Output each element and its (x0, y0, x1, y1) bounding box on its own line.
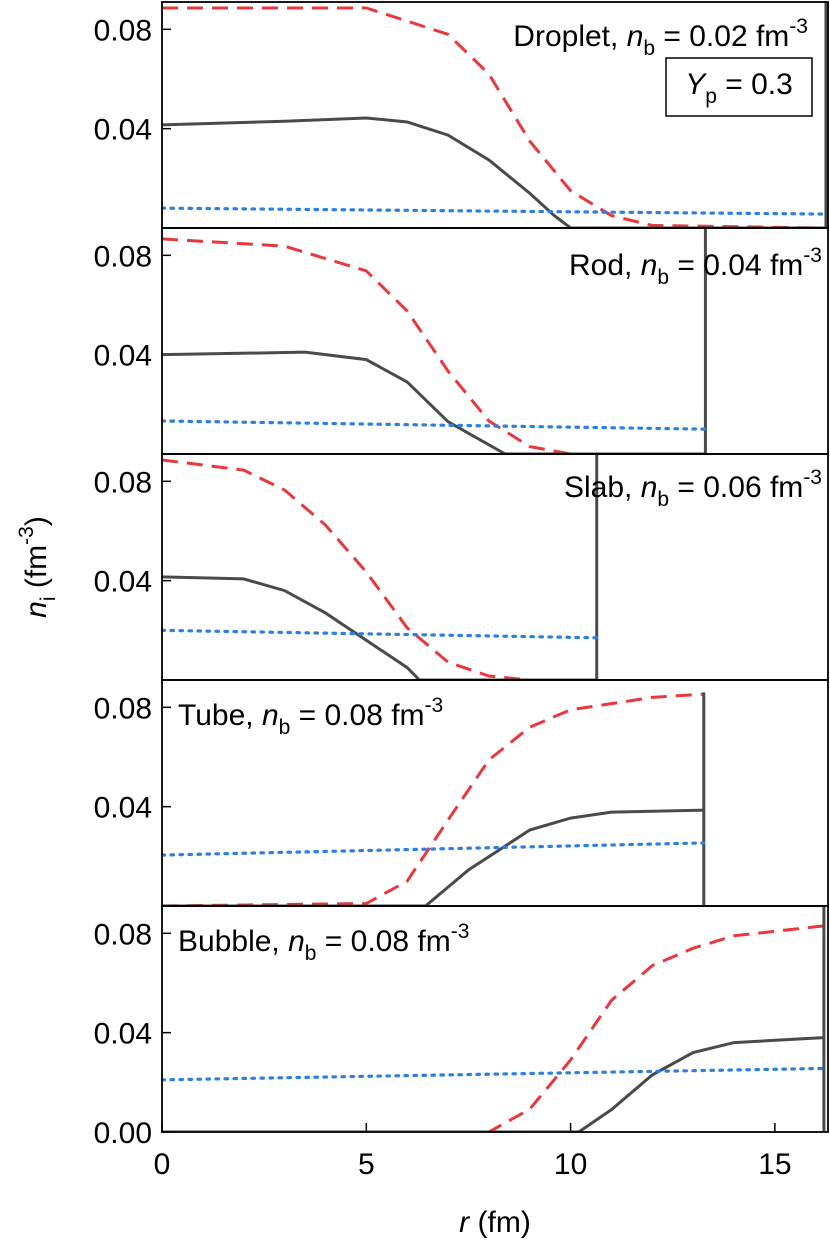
panel-title-part: n (641, 471, 658, 504)
y-tick-label: 0.08 (94, 918, 152, 951)
panel-title: Droplet, nb = 0.02 fm-3 (513, 15, 808, 60)
x-tick-label: 10 (554, 1148, 587, 1181)
x-axis-label-part: (fm) (469, 1206, 531, 1239)
panel-title-part: = 0.04 fm (669, 249, 803, 282)
panel-title-part: n (288, 925, 305, 958)
panel-title-part: b (657, 488, 669, 511)
x-tick-label: 5 (358, 1148, 375, 1181)
panel-title-part: n (641, 249, 658, 282)
panel-title-part: -3 (425, 694, 444, 717)
y-tick-label: 0.08 (94, 692, 152, 725)
panel-title-part: -3 (451, 920, 470, 943)
y-axis-label-part: i (37, 596, 60, 601)
panel-title-part: = 0.06 fm (669, 471, 803, 504)
series-line (162, 841, 706, 857)
panel-title-part: Slab, (564, 471, 641, 504)
panel-title-part: n (627, 20, 644, 53)
y-axis-label-part: ) (20, 516, 53, 526)
y-tick-label: 0.08 (94, 466, 152, 499)
panel-title-part: n (262, 699, 279, 732)
annotation-part: = 0.3 (717, 68, 793, 101)
series-line (162, 206, 828, 216)
panel-title-part: -3 (803, 466, 822, 489)
y-axis-label-part: (fm (20, 545, 53, 597)
plot-frame (161, 905, 829, 1133)
panel-title-part: Rod, (569, 249, 641, 282)
y-tick-label: 0.08 (94, 240, 152, 273)
panel-title-part: = 0.08 fm (290, 699, 424, 732)
panel-title-part: Tube, (178, 699, 262, 732)
y-tick-label: 0.00 (94, 1117, 152, 1150)
series-line (162, 924, 825, 1132)
panel-title-part: Droplet, (513, 20, 626, 53)
annotation-box (665, 57, 813, 117)
panel-title: Rod, nb = 0.04 fm-3 (569, 244, 822, 289)
panel-title: Bubble, nb = 0.08 fm-3 (178, 920, 469, 965)
series-line (162, 228, 707, 454)
panel-title-part: = 0.08 fm (316, 925, 450, 958)
y-tick-label: 0.04 (94, 792, 152, 825)
panel-title: Tube, nb = 0.08 fm-3 (178, 694, 443, 739)
y-tick-label: 0.04 (94, 340, 152, 373)
x-tick-label: 0 (154, 1148, 171, 1181)
series-line (162, 6, 826, 228)
annotation-part: p (705, 85, 717, 108)
y-axis-label-part: -3 (15, 526, 38, 545)
y-axis-label: ni (fm-3) (15, 516, 60, 618)
panel-title-part: -3 (803, 244, 822, 267)
y-axis-label-part: n (20, 601, 53, 618)
series-line (162, 2, 828, 228)
y-tick-label: 0.08 (94, 14, 152, 47)
annotation: Yp = 0.3 (685, 68, 793, 108)
y-tick-label: 0.04 (94, 1018, 152, 1051)
panel-title-part: b (643, 37, 655, 60)
series-line (162, 454, 599, 680)
panel-title-part: b (657, 266, 669, 289)
panel-title: Slab, nb = 0.06 fm-3 (564, 466, 822, 511)
panel-title-part: Bubble, (178, 925, 288, 958)
annotation-part: Y (685, 68, 707, 101)
series-line (162, 419, 708, 431)
series-line (162, 1066, 826, 1082)
series-line (162, 458, 597, 680)
series-line (162, 692, 706, 906)
panel-title-part: b (305, 942, 317, 965)
x-axis-label-part: r (459, 1206, 470, 1239)
y-tick-label: 0.04 (94, 566, 152, 599)
x-axis-label: r (fm) (459, 1206, 531, 1239)
panel-title-part: b (279, 716, 291, 739)
y-tick-label: 0.04 (94, 114, 152, 147)
panel-title-part: = 0.02 fm (655, 20, 789, 53)
x-tick-label: 15 (758, 1148, 791, 1181)
series-line (162, 628, 599, 640)
panel-title-part: -3 (789, 15, 808, 38)
series-line (162, 906, 826, 1132)
series-line (162, 237, 706, 454)
